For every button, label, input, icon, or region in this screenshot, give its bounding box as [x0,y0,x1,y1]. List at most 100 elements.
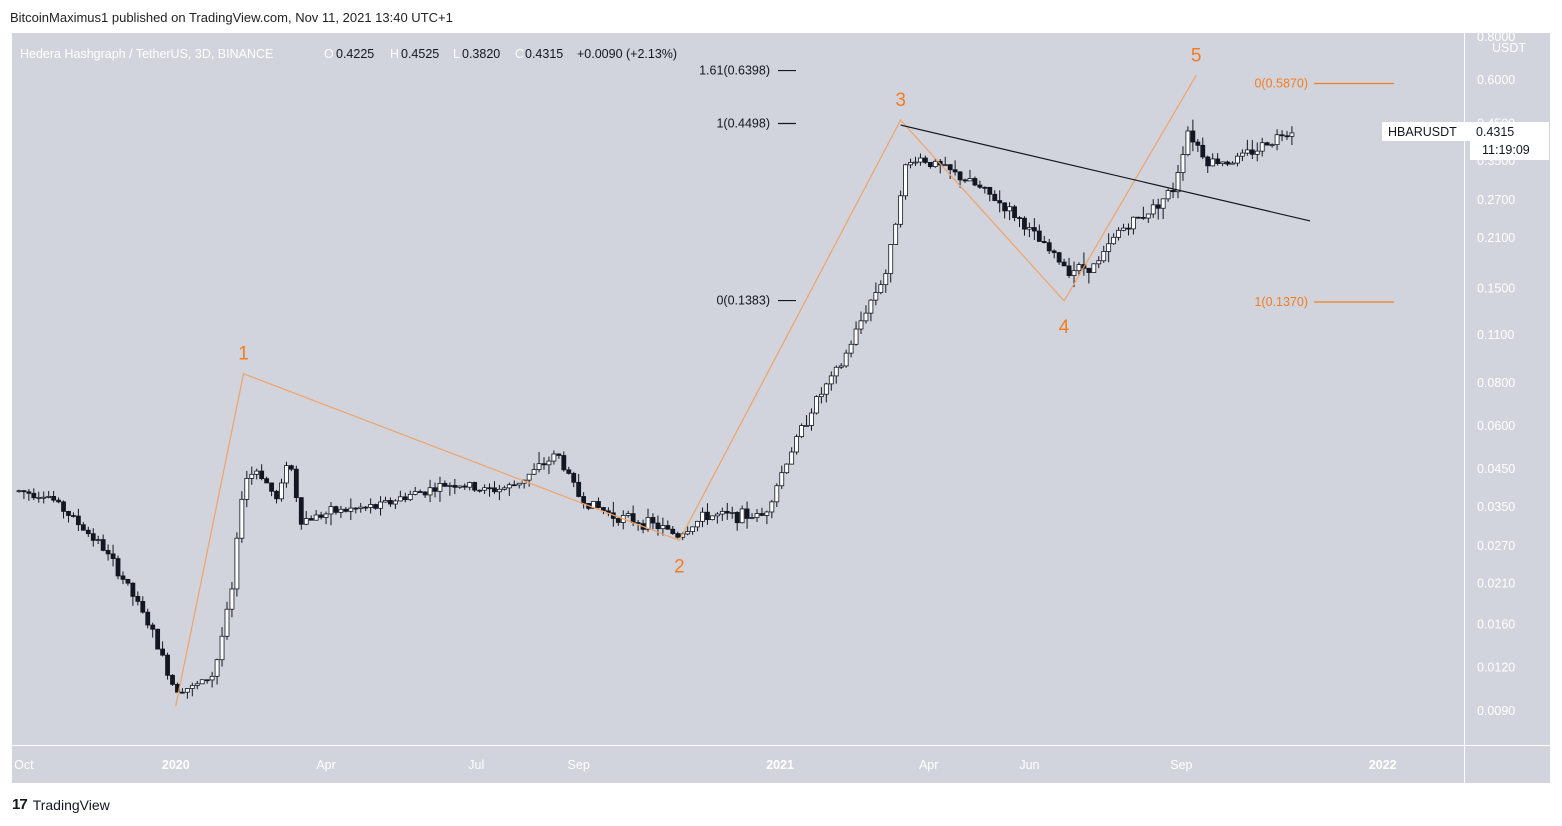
candle-body [749,517,755,519]
time-tick-label: Sep [1170,758,1192,772]
corner-box [1465,746,1550,783]
candle-body [828,375,834,385]
wave-label-4: 4 [1059,317,1070,338]
price-tick-label: 0.0350 [1477,500,1515,514]
legend-close-key: C [515,47,524,61]
candle-body [1046,242,1052,252]
candle-body [1240,152,1245,157]
candle-body [739,508,745,524]
candle-body [1200,144,1206,158]
time-tick-label: Jun [1019,758,1039,772]
candle-body [1135,216,1141,219]
candle-body [1155,204,1161,209]
candle-body [918,157,923,163]
overlays-layer: 1 2 3 4 5 1.61(0.6398) 1(0.4498) 0(0.1383) 0(0.5… [175,45,1394,707]
candle-body [85,529,91,535]
candle-body [744,508,750,519]
candle-body [1150,204,1156,215]
candle-body [843,352,849,367]
candle-body [497,488,502,493]
candle-body [695,520,700,528]
candle-body [31,492,37,499]
chart-area[interactable]: 1 2 3 4 5 1.61(0.6398) 1(0.4498) 0(0.1383) 0(0.5… [12,33,1550,783]
price-tick-label: 0.2100 [1477,231,1515,245]
candle-body [516,482,522,486]
candle-body [407,493,413,501]
candle-body [729,512,735,514]
candle-body [625,513,631,516]
candle-body [95,539,101,541]
candle-body [338,508,344,513]
price-tick-label: 0.1100 [1477,328,1514,342]
candle-body [873,292,879,301]
candle-body [630,513,636,523]
candle-body [1264,142,1270,146]
candle-body [427,487,433,496]
candle-body [957,171,963,181]
candle-body [328,506,334,515]
candle-body [125,578,131,584]
time-tick-label: Oct [14,758,34,772]
candle-body [615,518,621,523]
candle-body [26,491,32,494]
candle-body [1274,134,1280,146]
candle-body [536,463,542,470]
candle-body [1254,150,1260,155]
candle-body [259,470,265,480]
tradingview-brand[interactable]: TradingView [32,796,110,813]
candle-body [1061,261,1067,267]
candle-body [823,383,829,395]
candle-body [1190,130,1196,143]
candle-body [130,582,136,597]
candle-body [541,463,547,466]
time-tick-label: Sep [568,758,590,772]
candle-body [977,184,983,188]
price-chart[interactable]: 1 2 3 4 5 1.61(0.6398) 1(0.4498) 0(0.1383) 0(0.5… [12,33,1550,783]
candle-body [1230,162,1235,165]
publish-header: BitcoinMaximus1 published on TradingView… [10,10,453,25]
candle-body [353,507,359,510]
footer: 17 TradingView [12,796,110,813]
candle-body [442,483,448,487]
candle-body [581,496,587,504]
candle-body [51,496,57,501]
candle-body [645,517,651,530]
price-badge-symbol-bg [1382,122,1470,141]
candle-body [180,691,185,694]
candle-body [219,635,225,661]
tradingview-logo-icon[interactable]: 17 [12,796,28,813]
candle-body [1086,267,1092,273]
candle-body [1160,198,1166,209]
candle-body [764,511,770,516]
candle-body [36,497,42,499]
candle-body [293,468,299,499]
price-tick-label: 0.0090 [1477,704,1515,718]
candle-body [110,553,116,559]
candle-body [383,500,388,503]
fib-left-label-0: 1.61(0.6398) [699,64,770,78]
candle-body [526,473,532,481]
fib-left-label-2: 0(0.1383) [716,294,770,308]
fib-right-label-0: 0(0.5870) [1254,76,1308,90]
candle-body [675,533,681,538]
time-tick-label: Jul [468,758,484,772]
candle-body [690,526,695,532]
candle-body [447,485,453,487]
candle-body [660,525,666,530]
candle-body [318,514,324,518]
candle-body [883,273,889,286]
candle-body [224,608,230,637]
candle-body [244,478,250,500]
candle-body [789,451,795,465]
candle-body [284,465,289,484]
candle-body [551,453,557,462]
candle-body [814,396,819,414]
candle-body [199,679,205,685]
candle-body [457,485,463,488]
candle-body [848,343,854,354]
price-badge: HBARUSDT 0.4315 11:19:09 [1382,122,1549,160]
candle-body [898,195,904,225]
candle-body [1116,229,1121,238]
candle-body [992,193,998,201]
candle-body [908,162,913,166]
